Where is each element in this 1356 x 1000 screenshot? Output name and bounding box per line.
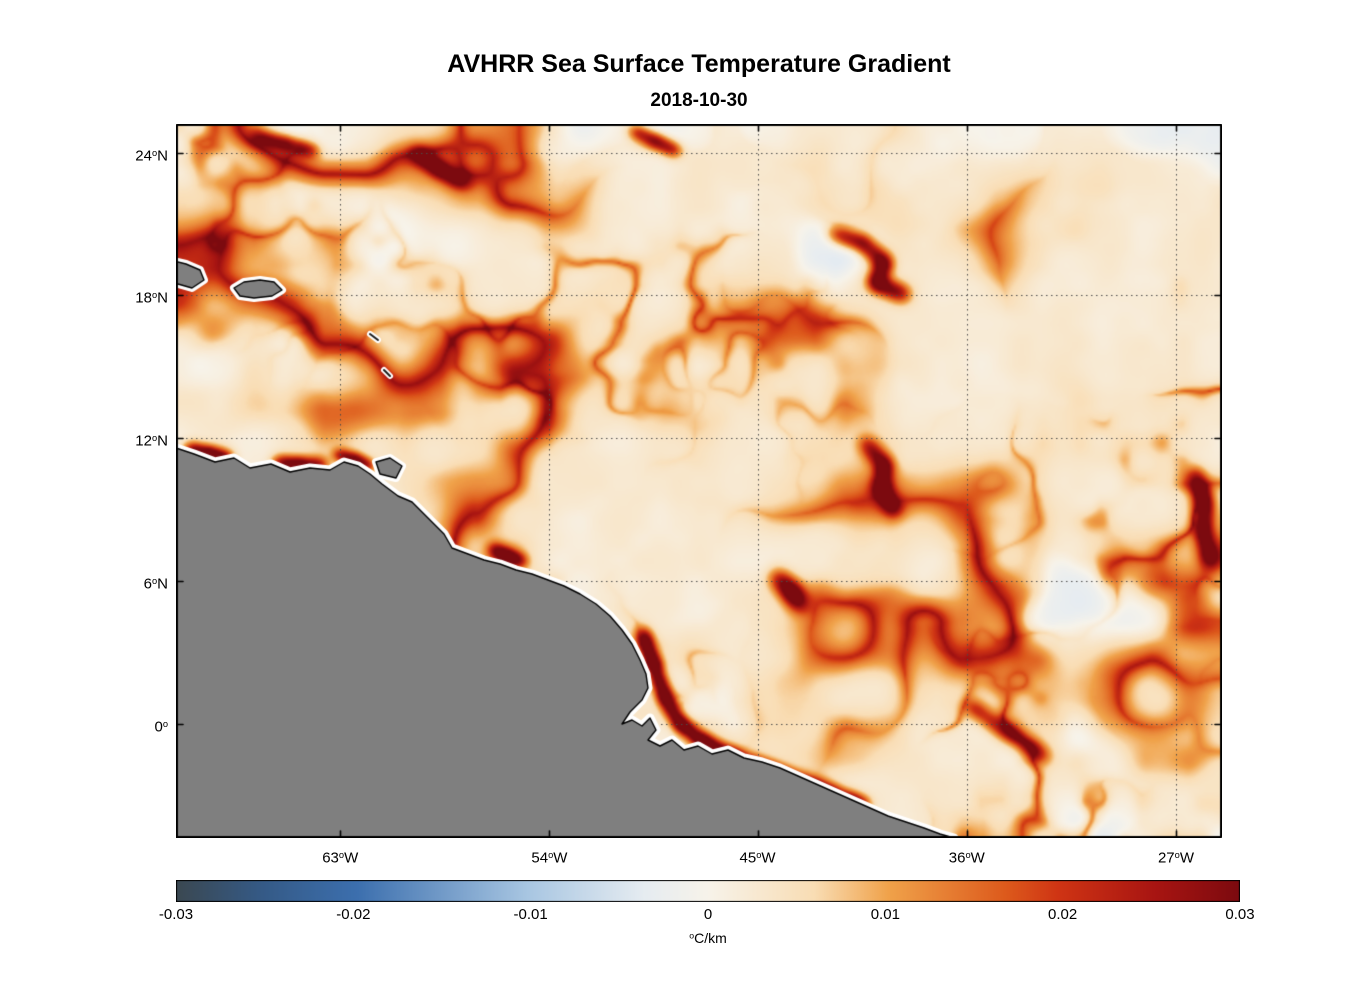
x-tick-label: 27oW — [1131, 846, 1221, 868]
tick-value: 45 — [739, 849, 757, 867]
tick-value: 18 — [135, 290, 152, 307]
colorbar-tick-label: 0.03 — [1225, 906, 1255, 923]
chart-subtitle: 2018-10-30 — [650, 90, 748, 111]
x-tick-label: 54oW — [504, 846, 594, 868]
degree-symbol: o — [151, 575, 158, 586]
degree-symbol: o — [151, 148, 158, 159]
hemisphere-letter: N — [157, 290, 168, 307]
colorbar-unit-label: oC/km — [608, 930, 808, 946]
degree-symbol: o — [338, 850, 345, 860]
hemisphere-letter: N — [157, 147, 168, 165]
colorbar-unit-text: C/km — [694, 930, 727, 946]
colorbar-gradient-canvas — [176, 880, 1240, 902]
map-plot-area — [176, 124, 1222, 838]
hemisphere-letter: N — [157, 575, 168, 593]
degree-symbol: o — [965, 850, 971, 860]
x-tick-label: 45oW — [713, 846, 803, 868]
colorbar-tick-label: 0.01 — [870, 906, 900, 923]
y-tick-label: 24oN — [100, 144, 168, 166]
degree-symbol: o — [548, 850, 554, 860]
x-tick-label: 63oW — [295, 846, 385, 868]
y-tick-label: 6oN — [100, 572, 168, 594]
sst-gradient-map-canvas — [176, 124, 1222, 838]
hemisphere-letter: W — [761, 849, 776, 867]
tick-value: 63 — [322, 849, 339, 867]
colorbar — [176, 880, 1240, 902]
hemisphere-letter: W — [1179, 849, 1194, 867]
tick-value: 0 — [154, 718, 163, 736]
tick-value: 12 — [135, 432, 152, 450]
colorbar-tick-label: 0.02 — [1048, 906, 1078, 923]
colorbar-tick-label: -0.03 — [158, 906, 194, 923]
tick-value: 27 — [1157, 849, 1175, 867]
colorbar-tick-label: 0 — [703, 906, 713, 923]
y-tick-label: 18oN — [100, 286, 168, 308]
degree-symbol: o — [151, 290, 158, 301]
degree-symbol: o — [1174, 850, 1180, 860]
colorbar-tick-label: -0.02 — [336, 906, 371, 923]
chart-title: AVHRR Sea Surface Temperature Gradient — [447, 50, 951, 78]
x-tick-label: 36oW — [922, 846, 1012, 868]
degree-symbol: o — [162, 718, 168, 729]
degree-symbol: o — [756, 850, 762, 860]
tick-value: 24 — [135, 147, 152, 165]
degree-symbol: o — [151, 433, 158, 444]
tick-value: 54 — [531, 849, 549, 867]
tick-value: 6 — [143, 575, 152, 593]
hemisphere-letter: W — [553, 849, 568, 867]
y-tick-label: 12oN — [100, 429, 168, 451]
colorbar-tick-label: -0.01 — [513, 906, 548, 923]
tick-value: 36 — [948, 849, 966, 867]
degree-symbol: o — [689, 930, 695, 941]
hemisphere-letter: W — [970, 849, 985, 867]
y-tick-label: 0o — [100, 715, 168, 737]
hemisphere-letter: N — [157, 432, 168, 450]
hemisphere-letter: W — [344, 849, 359, 867]
